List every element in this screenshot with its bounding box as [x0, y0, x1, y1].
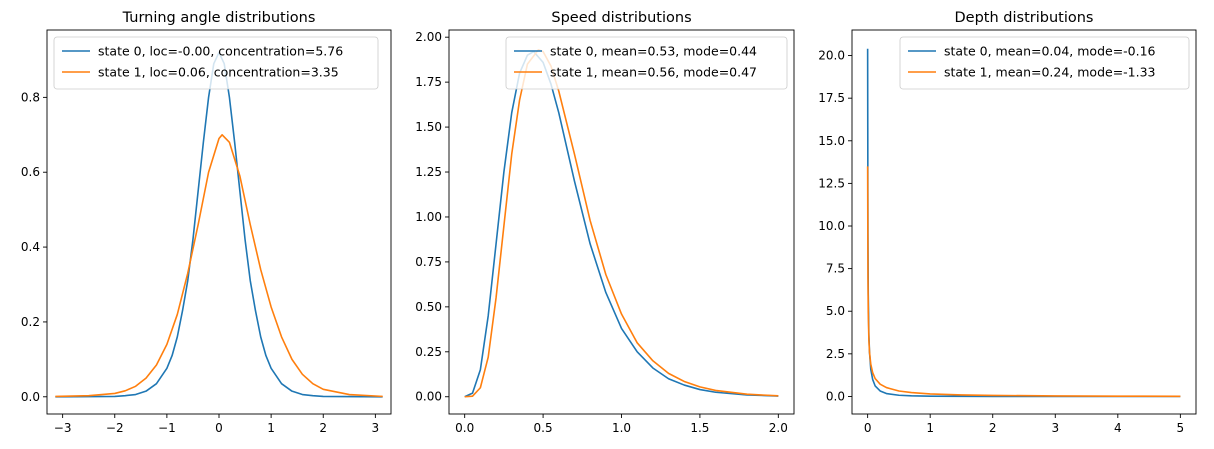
legend: state 0, mean=0.53, mode=0.44 state 1, me… [505, 36, 788, 90]
chart-title: Depth distributions [955, 10, 1094, 26]
x-tick-label: 1 [267, 421, 275, 435]
y-tick-label: 12.5 [818, 176, 845, 190]
legend-label-0: state 0, mean=0.53, mode=0.44 [550, 44, 757, 59]
y-tick-label: 0.2 [21, 315, 40, 329]
chart-panel-0: Turning angle distributions −3 −2 −1 0 1 2 3 0.0… [21, 10, 392, 435]
y-tick-label: 0.0 [21, 390, 40, 404]
y-tick-label: 17.5 [818, 91, 845, 105]
x-tick-label: 0 [215, 421, 223, 435]
x-tick-label: 1.0 [612, 421, 631, 435]
x-tick-label: −1 [158, 421, 176, 435]
series-line-1 [464, 48, 779, 398]
y-tick-label: 1.75 [415, 75, 442, 89]
legend-label-1: state 1, mean=0.56, mode=0.47 [550, 65, 757, 80]
chart-panel-1: Speed distributions 0.0 0.5 1.0 1.5 2.0 0.00 0.… [415, 10, 795, 435]
x-tick-label: 1 [926, 421, 934, 435]
legend-label-1: state 1, loc=0.06, concentration=3.35 [98, 65, 339, 80]
y-tick-label: 20.0 [818, 49, 845, 63]
x-tick-label: 2 [319, 421, 327, 435]
x-tick-label: 3 [1051, 421, 1059, 435]
x-tick-label: 3 [372, 421, 380, 435]
x-tick-label: 5 [1177, 421, 1185, 435]
legend-label-0: state 0, loc=-0.00, concentration=5.76 [98, 44, 343, 59]
x-tick-label: 4 [1114, 421, 1122, 435]
y-tick-label: 7.5 [826, 262, 845, 276]
x-tick-label: 0.0 [455, 421, 474, 435]
x-tick-label: −3 [54, 421, 72, 435]
legend-label-0: state 0, mean=0.04, mode=-0.16 [944, 44, 1156, 59]
axes-frame [851, 29, 1197, 415]
series-line-0 [866, 48, 1181, 398]
x-tick-label: 0.5 [534, 421, 553, 435]
y-tick-label: 0.75 [415, 255, 442, 269]
series-line-0 [55, 51, 383, 398]
legend-box [505, 36, 788, 90]
y-tick-label: 0.6 [21, 165, 40, 179]
y-tick-label: 15.0 [818, 134, 845, 148]
y-tick-label: 1.25 [415, 165, 442, 179]
chart-panel-2: Depth distributions 0 1 2 3 4 5 0.0 2.5 5.0 7.5 10.… [818, 10, 1197, 435]
x-tick-label: −2 [106, 421, 124, 435]
y-tick-label: 0.50 [415, 300, 442, 314]
y-tick-label: 0.8 [21, 90, 40, 104]
y-tick-label: 2.00 [415, 30, 442, 44]
y-tick-label: 0.4 [21, 240, 40, 254]
y-tick-label: 10.0 [818, 219, 845, 233]
x-tick-label: 2.0 [769, 421, 788, 435]
legend-box [53, 36, 379, 90]
y-tick-label: 0.25 [415, 345, 442, 359]
x-tick-label: 1.5 [690, 421, 709, 435]
legend: state 0, loc=-0.00, concentration=5.76 st… [53, 36, 379, 90]
x-tick-label: 0 [864, 421, 872, 435]
y-tick-label: 5.0 [826, 304, 845, 318]
y-tick-label: 0.0 [826, 389, 845, 403]
legend: state 0, mean=0.04, mode=-0.16 state 1, m… [899, 36, 1190, 90]
chart-title: Turning angle distributions [122, 10, 316, 26]
series-line-1 [866, 166, 1181, 398]
series-line-0 [464, 50, 779, 398]
legend-label-1: state 1, mean=0.24, mode=-1.33 [944, 65, 1156, 80]
series-line-1 [55, 134, 383, 398]
y-tick-label: 0.00 [415, 390, 442, 404]
y-tick-label: 1.00 [415, 210, 442, 224]
chart-title: Speed distributions [551, 10, 691, 26]
x-tick-label: 2 [989, 421, 997, 435]
y-tick-label: 1.50 [415, 120, 442, 134]
y-tick-label: 2.5 [826, 347, 845, 361]
legend-box [899, 36, 1190, 90]
